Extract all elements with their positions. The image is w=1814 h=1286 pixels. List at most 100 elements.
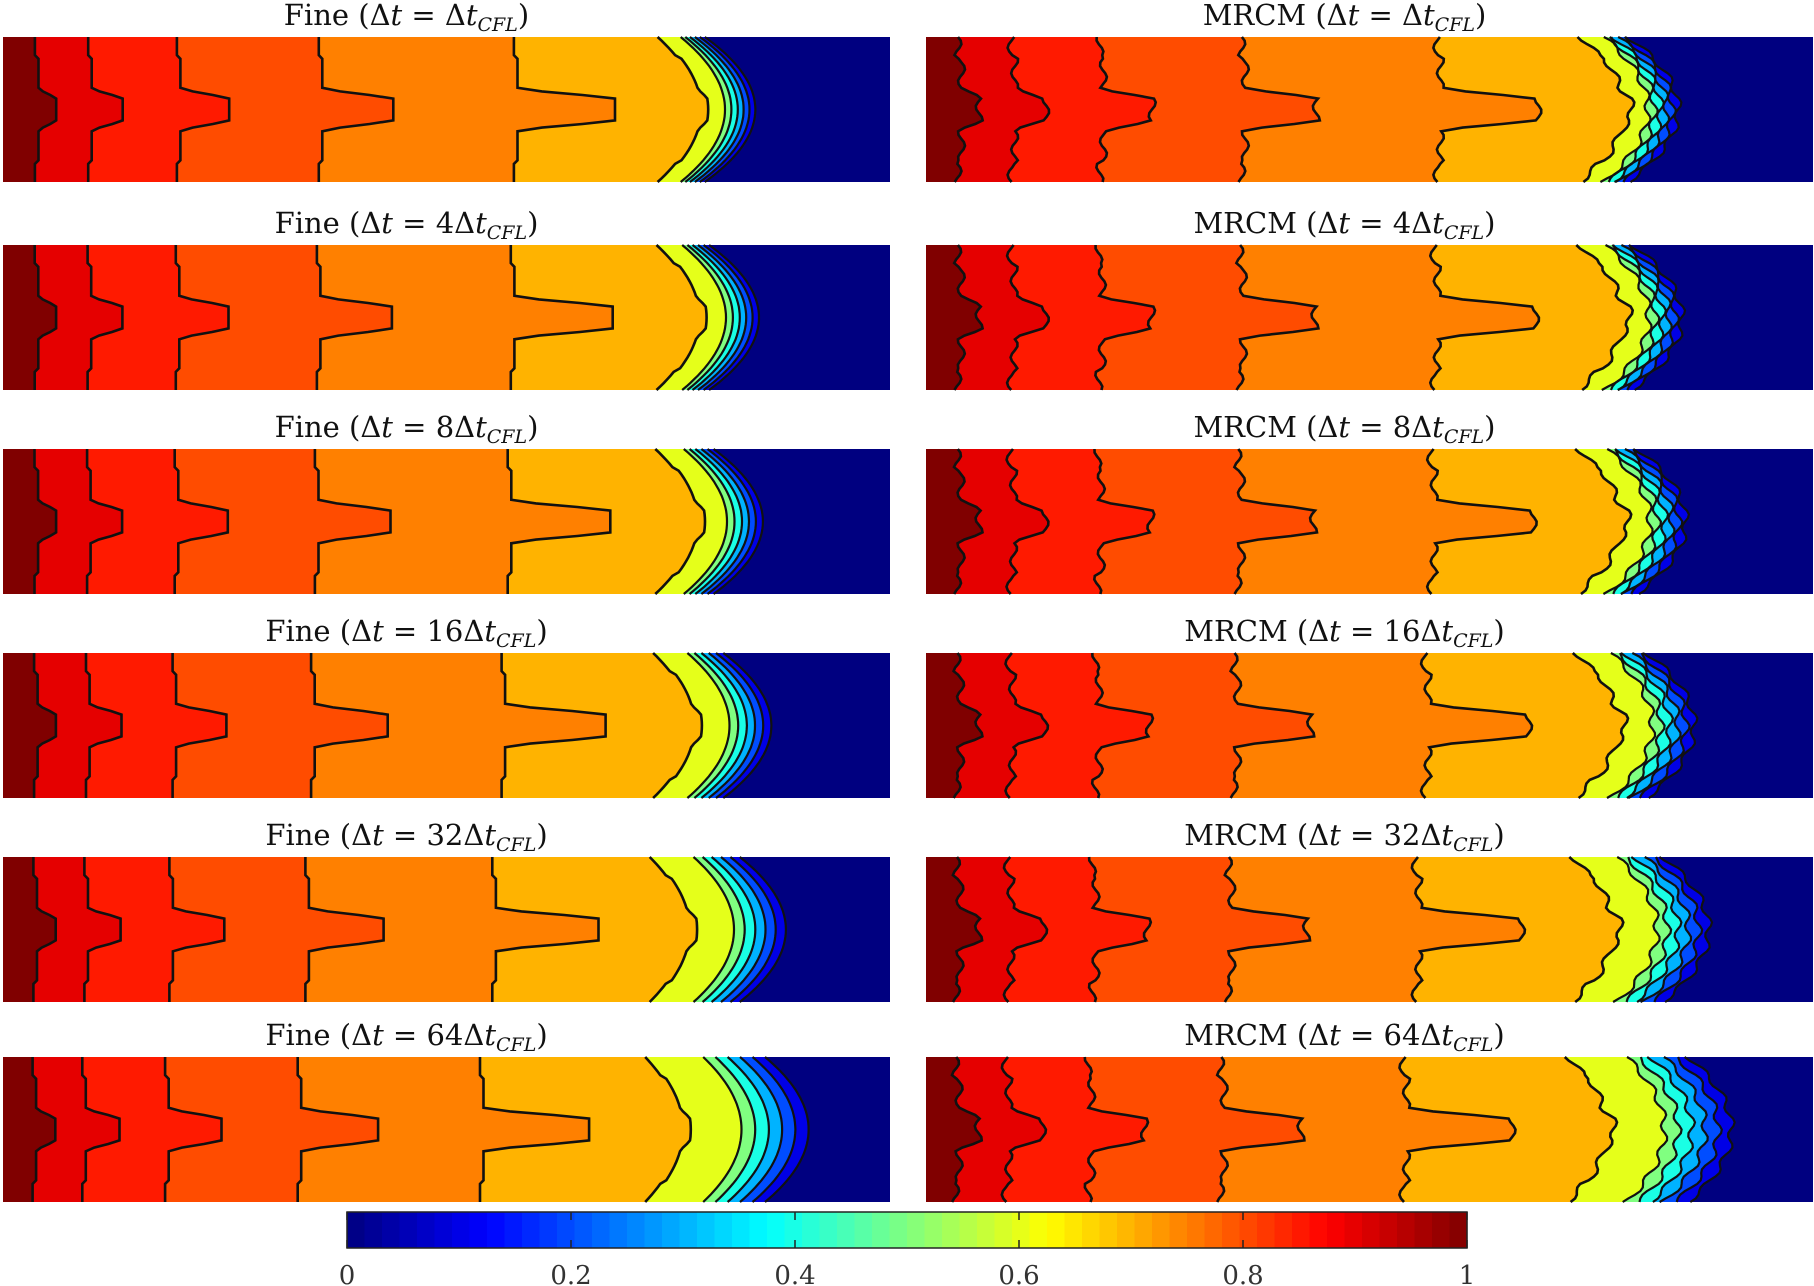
contour-line: [1083, 1056, 1150, 1203]
contour-line: [1419, 652, 1534, 799]
colorbar-segment: [1204, 1212, 1223, 1248]
contour-line: [175, 37, 231, 182]
panel-title: MRCM (Δt = 64ΔtCFL): [1184, 1018, 1504, 1056]
contour-line: [86, 245, 124, 390]
contour-line: [951, 856, 984, 1003]
contour-line: [729, 856, 777, 1003]
colorbar-segment: [469, 1212, 488, 1248]
contour-line: [1638, 652, 1691, 799]
contour-line: [1646, 1056, 1697, 1203]
colorbar-segment: [872, 1212, 891, 1248]
contour-line: [691, 244, 741, 391]
contour-line: [1425, 448, 1538, 595]
panel-title: Fine (Δt = 8ΔtCFL): [275, 410, 539, 448]
contour-line: [31, 1057, 57, 1202]
contour-line: [84, 653, 123, 798]
contour-line: [1095, 36, 1158, 183]
colorbar-segment: [1379, 1212, 1398, 1248]
colorbar-segment: [1169, 1212, 1188, 1248]
contour-line: [1223, 856, 1312, 1003]
contour-line: [1683, 1056, 1736, 1203]
contour-panel: Fine (Δt = 32ΔtCFL): [3, 818, 890, 1003]
contour-line: [720, 856, 767, 1003]
colorbar-segment: [644, 1212, 663, 1248]
panel-title: MRCM (Δt = ΔtCFL): [1203, 0, 1487, 36]
contour-region: [1684, 1057, 1813, 1202]
contour-line: [1236, 36, 1322, 183]
contour-line: [1090, 652, 1155, 799]
contour-line: [697, 244, 748, 391]
panel-title: Fine (Δt = 32ΔtCFL): [265, 818, 547, 856]
contour-region: [1624, 37, 1813, 182]
contour-line: [952, 36, 985, 183]
contour-panel: Fine (Δt = ΔtCFL): [3, 0, 890, 183]
contour-line: [1576, 36, 1636, 184]
contour-line: [700, 652, 749, 799]
contour-region: [1628, 245, 1813, 390]
colorbar-tick-label: 0.6: [998, 1261, 1039, 1286]
contour-panel: MRCM (Δt = ΔtCFL): [926, 0, 1813, 184]
colorbar-segment: [1029, 1212, 1048, 1248]
contour-line: [952, 448, 984, 595]
contour-line: [1006, 36, 1051, 183]
contour-line: [83, 857, 122, 1002]
colorbar-segment: [1064, 1212, 1083, 1248]
contour-line: [33, 449, 58, 594]
contour-line: [726, 1056, 771, 1203]
colorbar-segment: [1099, 1212, 1118, 1248]
colorbar-segment: [434, 1212, 453, 1248]
colorbar-segment: [1239, 1212, 1258, 1248]
contour-panel: Fine (Δt = 8ΔtCFL): [3, 410, 891, 595]
colorbar-segment: [1222, 1212, 1241, 1248]
colorbar-segment: [942, 1212, 961, 1248]
contour-line: [722, 652, 773, 799]
contour-line: [701, 856, 746, 1003]
contour-line: [686, 244, 735, 391]
contour-line: [168, 857, 226, 1002]
colorbar-tick-label: 0.8: [1222, 1261, 1263, 1286]
contour-line: [1675, 1056, 1723, 1203]
contour-line: [1094, 245, 1157, 391]
colorbar-segment: [767, 1212, 786, 1248]
contour-line: [500, 653, 607, 798]
colorbar-segment: [837, 1212, 856, 1248]
colorbar-segment: [539, 1212, 558, 1248]
colorbar-segment: [504, 1212, 523, 1248]
contour-line: [714, 1056, 757, 1203]
contour-line: [656, 36, 710, 183]
colorbar-tick-label: 1: [1459, 1261, 1476, 1286]
contour-line: [1229, 652, 1316, 799]
contour-line: [648, 856, 699, 1003]
contour-line: [684, 36, 733, 183]
contour-line: [33, 245, 58, 390]
colorbar-segment: [1012, 1212, 1031, 1248]
contour-line: [1428, 244, 1541, 391]
contour-line: [512, 37, 617, 182]
contour-panel: MRCM (Δt = 32ΔtCFL): [926, 818, 1813, 1004]
contour-line: [313, 449, 392, 594]
contour-line: [1639, 856, 1693, 1003]
contour-region: [713, 449, 890, 594]
contour-line: [699, 36, 751, 183]
contour-panel: MRCM (Δt = 8ΔtCFL): [926, 410, 1813, 596]
contour-line: [1612, 856, 1661, 1003]
contour-line: [950, 1056, 984, 1203]
contour-line: [1617, 244, 1673, 391]
colorbar-segment: [662, 1212, 681, 1248]
contour-line: [686, 652, 731, 799]
panel-title: Fine (Δt = 64ΔtCFL): [265, 1018, 547, 1056]
contour-line: [739, 1056, 784, 1203]
colorbar-segment: [854, 1212, 873, 1248]
contour-line: [1087, 856, 1153, 1003]
contour-line: [509, 245, 614, 390]
contour-line: [1574, 448, 1633, 596]
colorbar-segment: [592, 1212, 611, 1248]
contour-line: [1625, 856, 1673, 1003]
contour-panel: Fine (Δt = 4ΔtCFL): [3, 206, 891, 391]
contour-line: [32, 857, 57, 1002]
contour-line: [1617, 652, 1666, 799]
contour-line: [692, 856, 736, 1003]
colorbar: 0 0.2 0.4 0.6 0.8 1: [339, 1211, 1476, 1286]
contour-line: [1627, 652, 1682, 799]
contour-line: [679, 36, 727, 183]
